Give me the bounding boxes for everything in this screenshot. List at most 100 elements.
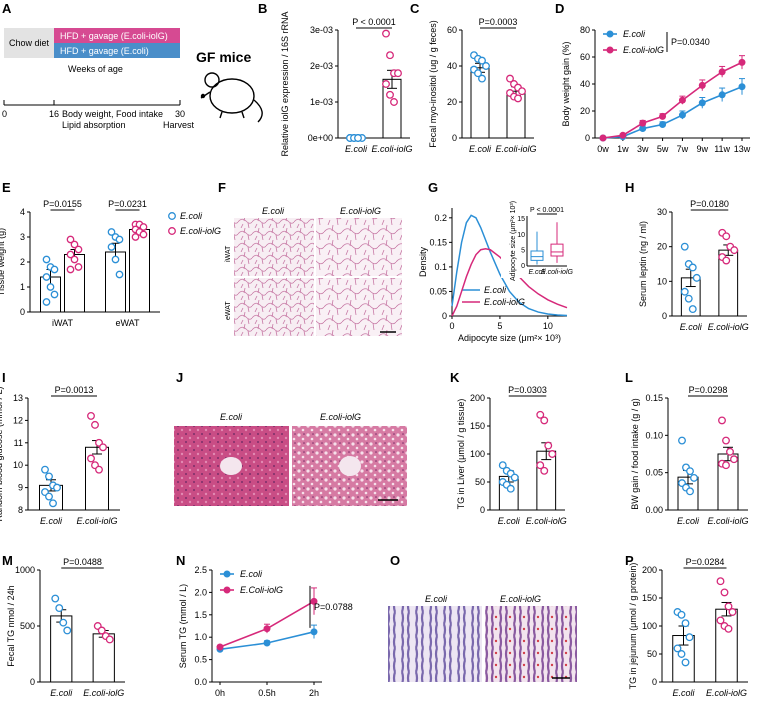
x-tick-label-C: E.coli (469, 144, 492, 154)
p-value-I: P=0.0013 (55, 385, 94, 395)
timeline-note-2: Lipid absorption (62, 120, 126, 130)
density-curve-1 (451, 247, 568, 317)
N-y-tick-label: 0.0 (194, 677, 207, 687)
data-point-E (111, 255, 120, 264)
data-point-L-1 (718, 416, 726, 425)
panel-f-col-ecoli: E.coli (262, 206, 285, 216)
H-y-axis-title: Serum leptin (ng / ml) (638, 221, 648, 307)
data-point-E (66, 235, 75, 244)
timeline-note-1: Body weight, Food intake (62, 109, 163, 119)
I-y-tick-label: 11 (14, 438, 23, 448)
data-point-H-0 (688, 305, 697, 314)
data-point-K-0 (510, 473, 519, 482)
data-point-P-1 (716, 577, 725, 586)
p-value-E: P=0.0231 (108, 199, 147, 209)
data-point-I-0 (49, 499, 57, 508)
legend-label-G: E.coli (484, 285, 507, 295)
panel-o-col-ecoli: E.coli (425, 594, 448, 604)
data-point-H-1 (722, 256, 731, 265)
data-point-N (263, 639, 271, 647)
data-point-M-1 (97, 626, 106, 635)
x-tick-label-H: E.coli-iolG (708, 322, 749, 332)
data-point-E (46, 283, 55, 291)
E-y-tick-label: 0 (20, 307, 25, 317)
panel-a: A Chow diet HFD + gavage (E.coli-iolG) H… (2, 1, 263, 130)
data-point-P-1 (724, 602, 733, 611)
data-point-D (738, 58, 746, 66)
x-tick-label-B: E.coli-iolG (371, 144, 412, 154)
data-point-C-0 (482, 62, 490, 70)
data-point-L-1 (722, 436, 730, 445)
data-point-P-0 (673, 644, 682, 653)
data-point-K-1 (548, 450, 557, 458)
panel-f-row-ewat: eWAT (225, 301, 232, 320)
P-y-tick-label: 100 (642, 621, 657, 631)
data-point-E (139, 223, 148, 231)
I-y-axis-title: Random blood glucose (mmol / L) (0, 386, 4, 521)
x-tick-label-D: 1w (617, 144, 629, 154)
x-tick-label-G: 10 (543, 321, 553, 331)
C-y-tick-label: 20 (447, 97, 457, 107)
C-y-tick-label: 0 (452, 133, 457, 143)
x-tick-label-E: eWAT (116, 318, 141, 328)
E-y-tick-label: 1 (20, 282, 25, 292)
P-y-tick-label: 200 (642, 565, 657, 575)
C-y-tick-label: 60 (447, 25, 457, 35)
E-y-axis-title: Tissue weight (g) (0, 228, 6, 296)
gf-mice-label: GF mice (196, 49, 251, 65)
data-point-E (50, 290, 59, 299)
x-tick-label-P: E.coli (672, 688, 695, 698)
E-y-tick-label: 3 (20, 232, 25, 242)
chart-e: E 0 1 2 3 4 Tissue weight (g) iWAT P=0.0155 eWAT P… (0, 180, 221, 328)
x-tick-label-G: 5 (497, 321, 502, 331)
histology-iwat-ecoli (234, 218, 314, 276)
data-point-K-1 (540, 466, 549, 475)
M-y-axis-title: Fecal TG nmol / 24h (6, 585, 16, 666)
data-point-N (216, 643, 224, 651)
data-point-E (139, 230, 148, 239)
H-y-tick-label: 0 (662, 311, 667, 321)
panel-o: O E.coli E.coli-iolG (388, 553, 577, 682)
H-y-tick-label: 20 (657, 242, 667, 252)
chart-k: K 0 50 100 150 200 TG in Liver (μmol / g tissu… (450, 370, 567, 526)
data-point-N (310, 597, 318, 605)
N-y-tick-label: 0.5 (194, 655, 207, 665)
x-tick-label-K: E.coli-iolG (526, 516, 567, 526)
x-tick-label-N: 2h (309, 688, 319, 698)
inset-y-tick-label: 10 (517, 232, 525, 239)
chow-diet-label: Chow diet (9, 38, 50, 48)
panel-f-row-iwat: iWAT (225, 245, 232, 262)
x-tick-label-K: E.coli (498, 516, 521, 526)
data-point-E (115, 270, 124, 279)
data-point-P-0 (681, 619, 690, 628)
K-y-tick-label: 50 (475, 477, 485, 487)
central-vein-iolg (339, 456, 361, 476)
chart-n: N 0.0 0.5 1.0 1.5 2.0 2.5 Serum TG (mmol / L) 0h… (176, 553, 353, 698)
inset-box (550, 243, 564, 257)
x-tick-label-M: E.coli (50, 688, 73, 698)
N-y-axis-title: Serum TG (mmol / L) (178, 584, 188, 668)
L-y-tick-label: 0.00 (645, 505, 663, 515)
K-y-tick-label: 200 (470, 393, 485, 403)
data-point-E (107, 243, 116, 251)
L-y-tick-label: 0.15 (645, 393, 663, 403)
inset-x-tick-label: E.coli (528, 269, 546, 276)
data-point-B-1 (382, 80, 390, 88)
data-point-H-0 (680, 242, 689, 251)
panel-d-letter: D (555, 1, 564, 16)
histology-ewat-iolg (316, 278, 402, 336)
data-point-I-1 (87, 454, 95, 463)
L-y-tick-label: 0.05 (645, 468, 663, 478)
data-point-M-0 (55, 604, 64, 613)
G-y-tick-label: 0.1 (434, 262, 447, 272)
I-y-tick-label: 9 (18, 483, 23, 493)
data-point-K-1 (540, 416, 549, 425)
x-tick-label-P: E.coli-iolG (706, 688, 747, 698)
B-y-axis-title: Relative iolG expression / 16S rRNA (280, 11, 290, 156)
G-y-tick-label: 0.05 (429, 286, 447, 296)
legend-marker-N (223, 570, 231, 578)
data-point-D (698, 81, 706, 89)
M-y-tick-label: 1000 (15, 565, 35, 575)
